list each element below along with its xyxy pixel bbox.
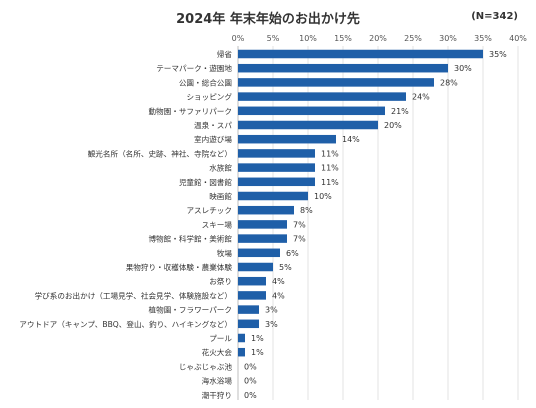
category-labels: 帰省テーマパーク・遊園地公園・総合公園ショッピング動物園・サファリパーク温泉・ス…	[19, 49, 232, 400]
bar	[238, 49, 483, 59]
category-label: 映画館	[209, 191, 232, 201]
x-tick-label: 0%	[232, 34, 245, 43]
category-label: 公園・総合公園	[179, 77, 232, 87]
category-label: 観光名所（名所、史跡、神社、寺院など）	[88, 148, 232, 158]
value-label: 20%	[384, 121, 402, 130]
category-label: 博物館・科学館・美術館	[148, 234, 232, 244]
bar	[238, 319, 259, 329]
bar	[238, 205, 294, 215]
chart-title: 2024年 年末年始のお出かけ先	[176, 12, 360, 27]
category-label: 花火大会	[202, 347, 233, 357]
category-label: 学び系のお出かけ（工場見学、社会見学、体験施設など）	[35, 290, 232, 300]
x-tick-label: 15%	[334, 34, 352, 43]
category-label: 植物園・フラワーパーク	[149, 305, 232, 315]
value-label: 1%	[251, 348, 264, 357]
category-label: プール	[209, 334, 232, 343]
value-label: 28%	[440, 78, 458, 87]
bar	[238, 191, 308, 201]
category-label: 帰省	[217, 49, 233, 59]
category-label: 水族館	[209, 163, 232, 173]
value-label: 11%	[321, 149, 339, 158]
category-label: アスレチック	[186, 206, 232, 215]
x-tick-label: 35%	[474, 34, 492, 43]
x-tick-label: 40%	[509, 34, 527, 43]
value-label: 0%	[244, 377, 257, 386]
value-label: 11%	[321, 164, 339, 173]
sample-size-label: (N=342)	[471, 11, 518, 22]
value-label: 24%	[412, 93, 430, 102]
bar	[238, 177, 315, 187]
bar	[238, 234, 287, 243]
bar	[238, 305, 259, 314]
category-label: テーマパーク・遊園地	[156, 63, 232, 73]
value-label: 4%	[272, 291, 285, 300]
bar	[238, 276, 266, 286]
bar	[238, 92, 406, 101]
bar	[238, 78, 434, 87]
value-label: 10%	[314, 192, 332, 201]
value-label: 3%	[265, 320, 278, 329]
bar	[238, 120, 378, 130]
value-label: 14%	[342, 135, 360, 144]
bar	[238, 149, 315, 158]
gridlines	[237, 46, 519, 400]
x-tick-label: 30%	[439, 34, 457, 43]
value-label: 35%	[489, 50, 507, 59]
category-label: 果物狩り・収穫体験・農業体験	[126, 262, 233, 272]
category-label: じゃぶじゃぶ池	[179, 361, 233, 371]
value-label: 5%	[279, 263, 292, 272]
value-label: 21%	[391, 107, 409, 116]
bar	[238, 333, 245, 343]
x-tick-label: 25%	[404, 34, 422, 43]
value-label: 7%	[293, 235, 306, 244]
value-label: 8%	[300, 206, 313, 215]
value-label: 6%	[286, 249, 299, 258]
category-label: スキー場	[202, 219, 233, 229]
x-tick-label: 5%	[267, 34, 280, 43]
bar	[238, 347, 245, 357]
value-label: 3%	[265, 306, 278, 315]
x-tick-label: 20%	[369, 34, 387, 43]
category-label: 室内遊び場	[194, 134, 232, 144]
value-label: 30%	[454, 64, 472, 73]
bar	[238, 262, 273, 272]
category-label: 牧場	[217, 248, 233, 258]
value-label: 11%	[321, 178, 339, 187]
value-label: 0%	[244, 391, 257, 400]
value-labels: 35%30%28%24%21%20%14%11%11%11%10%8%7%7%6…	[244, 50, 507, 400]
value-label: 0%	[244, 362, 257, 371]
x-tick-label: 10%	[299, 34, 317, 43]
category-label: ショッピング	[186, 92, 232, 102]
bar	[238, 134, 336, 144]
category-label: 海水浴場	[202, 376, 233, 386]
bars	[238, 49, 483, 357]
bar	[238, 248, 280, 258]
x-axis-ticks: 0% 5% 10% 15% 20% 25% 30% 35% 40%	[232, 34, 528, 43]
value-label: 7%	[293, 220, 306, 229]
category-label: お祭り	[209, 276, 232, 286]
value-label: 4%	[272, 277, 285, 286]
bar	[238, 63, 448, 73]
category-label: 温泉・スパ	[194, 120, 232, 130]
category-label: 児童館・図書館	[179, 177, 233, 187]
category-label: アウトドア（キャンプ、BBQ、登山、釣り、ハイキングなど）	[19, 319, 232, 329]
bar	[238, 291, 266, 300]
category-label: 潮干狩り	[202, 390, 232, 400]
category-label: 動物園・サファリパーク	[148, 106, 232, 116]
bar	[238, 163, 315, 172]
bar	[238, 106, 385, 116]
value-label: 1%	[251, 334, 264, 343]
bar	[238, 220, 287, 229]
